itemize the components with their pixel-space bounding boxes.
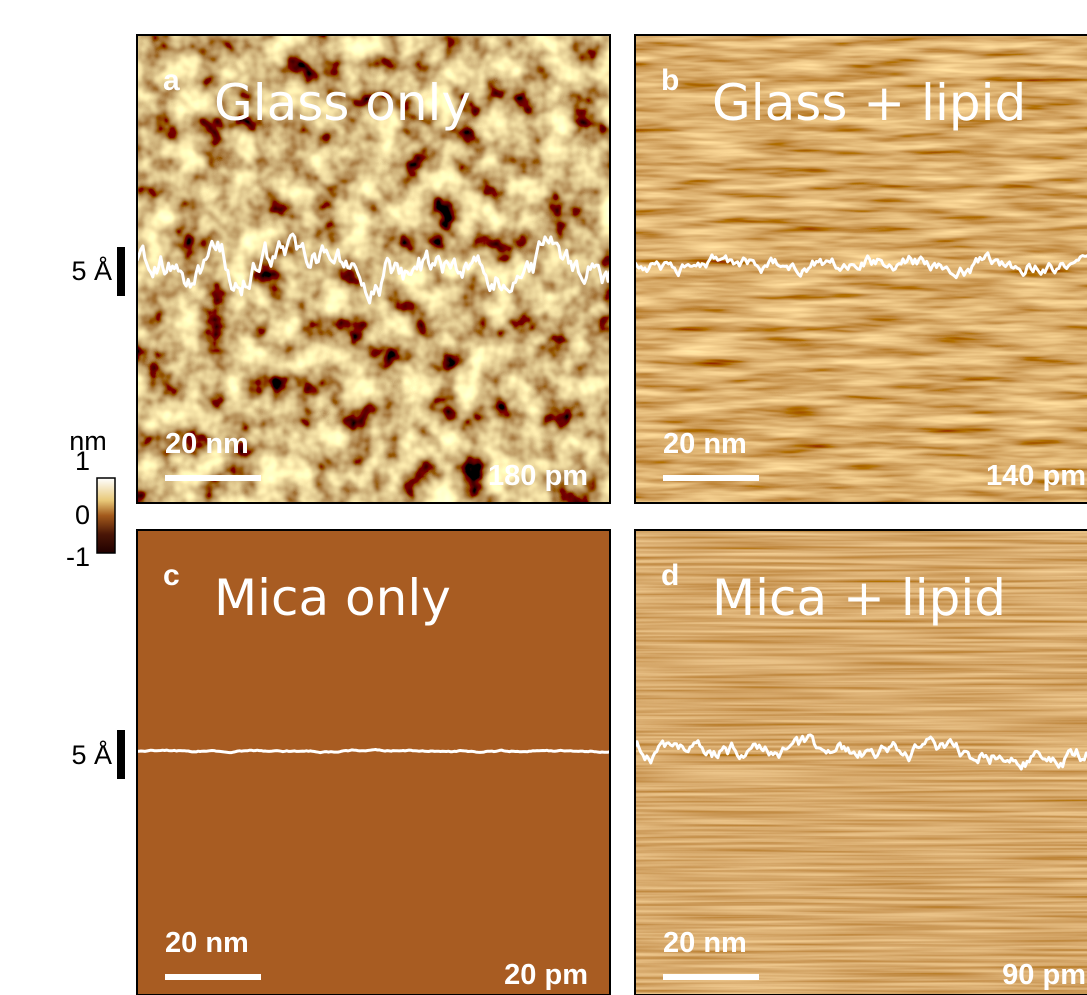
panel-content: b Glass + lipid 20 nm 140 pm [635, 35, 1087, 503]
profile-scale-bar [117, 247, 125, 296]
scale-bar-label: 20 nm [663, 927, 747, 959]
scale-bar [165, 475, 261, 481]
panel-content: d Mica + lipid 20 nm 90 pm [635, 530, 1087, 995]
panel-title: Glass + lipid [712, 74, 1026, 132]
afm-panel: d Mica + lipid 20 nm 90 pm [635, 530, 1087, 995]
afm-panel: b Glass + lipid 20 nm 140 pm [635, 35, 1087, 503]
figure: a Glass only 20 nm 180 pm b Glass + lipid 20 n… [0, 0, 1087, 995]
scale-bar [663, 475, 759, 481]
afm-panel: a Glass only 20 nm 180 pm [137, 35, 610, 503]
scale-bar [165, 974, 261, 980]
color-bar [97, 478, 115, 553]
scale-bar-label: 20 nm [165, 428, 249, 460]
panel-content: c Mica only 20 nm 20 pm [137, 530, 610, 995]
panel-letter: a [163, 64, 180, 97]
color-scale: nm 1 0 -1 [66, 426, 115, 572]
panel-title: Glass only [214, 74, 471, 132]
panels: a Glass only 20 nm 180 pm b Glass + lipid 20 n… [137, 35, 1087, 995]
roughness-label: 90 pm [1002, 959, 1086, 991]
profile-scale-label: 5 Å [71, 739, 112, 770]
panel-letter: d [661, 559, 679, 592]
color-tick: -1 [66, 542, 90, 572]
color-tick: 0 [75, 500, 90, 530]
roughness-label: 140 pm [986, 460, 1086, 492]
panel-content: a Glass only 20 nm 180 pm [137, 35, 610, 503]
panel-letter: b [661, 64, 679, 97]
scale-bar-label: 20 nm [165, 927, 249, 959]
panel-title: Mica + lipid [712, 569, 1006, 627]
roughness-label: 180 pm [488, 460, 588, 492]
afm-panel: c Mica only 20 nm 20 pm [137, 530, 610, 995]
panel-letter: c [163, 559, 180, 592]
profile-scale-bar [117, 730, 125, 779]
color-tick: 1 [75, 446, 90, 476]
profile-scale-label: 5 Å [71, 255, 112, 286]
panel-title: Mica only [214, 569, 451, 627]
scale-bar-label: 20 nm [663, 428, 747, 460]
scale-bar [663, 974, 759, 980]
roughness-label: 20 pm [504, 959, 588, 991]
